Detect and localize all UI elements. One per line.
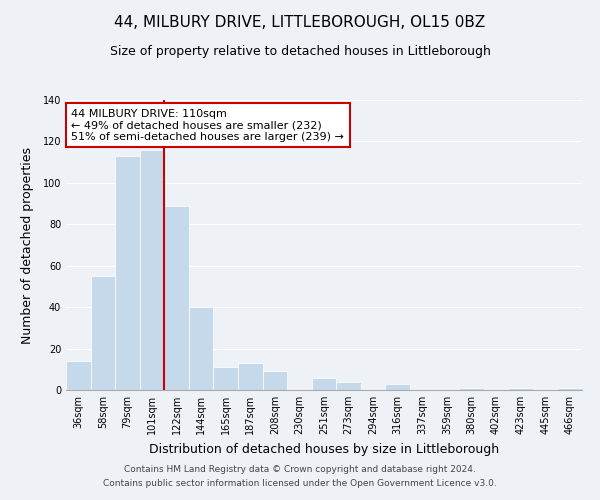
Bar: [189, 307, 214, 390]
Bar: [214, 367, 238, 390]
Bar: [263, 372, 287, 390]
Bar: [385, 384, 410, 390]
Bar: [459, 388, 484, 390]
Bar: [140, 150, 164, 390]
Bar: [557, 388, 582, 390]
Text: 44 MILBURY DRIVE: 110sqm
← 49% of detached houses are smaller (232)
51% of semi-: 44 MILBURY DRIVE: 110sqm ← 49% of detach…: [71, 108, 344, 142]
Bar: [115, 156, 140, 390]
Y-axis label: Number of detached properties: Number of detached properties: [22, 146, 34, 344]
Text: 44, MILBURY DRIVE, LITTLEBOROUGH, OL15 0BZ: 44, MILBURY DRIVE, LITTLEBOROUGH, OL15 0…: [115, 15, 485, 30]
Bar: [66, 361, 91, 390]
Text: Size of property relative to detached houses in Littleborough: Size of property relative to detached ho…: [110, 45, 490, 58]
Bar: [164, 206, 189, 390]
Bar: [238, 363, 263, 390]
Bar: [91, 276, 115, 390]
Bar: [312, 378, 336, 390]
Bar: [508, 388, 533, 390]
X-axis label: Distribution of detached houses by size in Littleborough: Distribution of detached houses by size …: [149, 442, 499, 456]
Text: Contains HM Land Registry data © Crown copyright and database right 2024.
Contai: Contains HM Land Registry data © Crown c…: [103, 466, 497, 487]
Bar: [336, 382, 361, 390]
